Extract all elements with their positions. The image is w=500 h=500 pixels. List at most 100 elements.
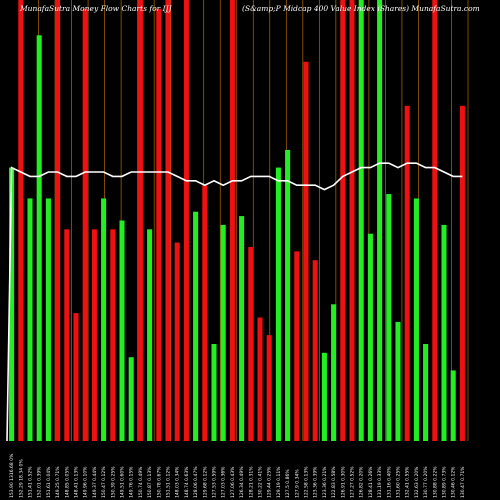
bar-15 [137,0,143,441]
bar-4 [36,35,42,441]
x-tick-label: 150.87 0.13% [147,466,153,498]
x-tick-label: 130.46 0.12% [451,466,457,498]
x-tick-label: 123.36 0.39% [313,466,319,498]
x-tick-label: 153.90 1316.68 0% [9,453,15,498]
chart-title-right: (S&amp;P Midcap 400 Value Index iShares)… [242,4,480,13]
chart-title-left: MunafaSutra Money Flow Charts for IJJ [19,4,173,13]
x-tick-label: 122.83 0.58% [331,466,337,498]
x-tick-label: 149.96 0.10% [83,466,89,498]
bar-6 [55,0,61,441]
x-tick-label: 129.44 0.25% [267,466,273,498]
x-tick-label: 149.37 0.44% [92,466,98,498]
bar-48 [441,224,447,441]
bar-11 [101,198,107,441]
bar-33 [303,61,309,442]
x-tick-label: 151.41 0.52% [28,466,34,498]
bar-46 [423,343,429,441]
bar-19 [174,242,180,441]
bar-37 [340,0,346,441]
x-tick-label: 150.74 0.49% [138,466,144,498]
bar-18 [165,0,171,441]
bar-16 [147,229,153,441]
bar-32 [294,251,300,441]
bars-group [9,0,465,442]
x-tick-label: 130.88 0.22% [432,466,438,498]
bar-45 [413,198,419,441]
x-tick-label: 148.74 0.63% [184,466,190,498]
x-tick-label: 128.06 0.47% [193,466,199,498]
x-tick-label: 129.68 0.12% [202,466,208,498]
bar-1 [9,167,15,441]
bar-29 [266,335,272,441]
bar-30 [275,167,281,441]
x-tick-label: 131.60 0.25% [396,466,402,498]
x-tick-label: 151.61 0.04% [46,466,52,498]
x-tick-label: 127.27 0.52% [350,466,356,498]
bar-25 [229,0,235,441]
x-tick-label: 151.51 0.12% [166,466,172,498]
bar-40 [367,233,373,441]
bar-5 [45,198,51,441]
bar-13 [119,220,125,441]
x-tick-label: 131.16 0.40% [386,466,392,498]
bar-38 [349,0,355,441]
bar-39 [358,0,364,441]
x-tick-label: 126.91 0.30% [340,466,346,498]
x-tick-labels: 153.90 1316.68 0% 152.29 18.34 0% 151.41 0… [9,453,466,498]
x-tick-label: 128.21 0.31% [248,466,254,498]
x-tick-label: 131.19 0.33% [377,466,383,498]
bar-42 [386,194,392,441]
bar-34 [312,260,318,441]
x-tick-label: 152.01 0.39% [37,466,43,498]
x-tick-label: 127.03 0.36% [221,466,227,498]
x-tick-label: 148.41 0.13% [74,466,80,498]
bar-35 [321,352,327,441]
x-tick-label: 123.36 0.21% [322,466,328,498]
bar-8 [73,313,79,441]
x-tick-label: 126.34 0.49% [239,466,245,498]
bar-10 [91,229,97,441]
x-tick-label: 132.41 0.55% [405,466,411,498]
x-tick-label: 127.5 0.86% [285,469,291,498]
x-tick-label: 130.89 0.73% [442,466,448,498]
bar-28 [257,317,263,441]
x-tick-label: 150.47 0.12% [101,466,107,498]
bar-31 [285,149,291,441]
bar-49 [450,370,456,441]
x-tick-label: 127.06 0.43% [230,466,236,498]
bar-14 [128,357,134,441]
x-tick-label: 148.85 0.05% [64,466,70,498]
bar-47 [432,0,438,441]
bar-20 [183,0,189,441]
x-tick-label: 128.41 0.26% [368,466,374,498]
x-tick-label: 129.19 0.11% [276,466,282,498]
bar-17 [156,8,162,441]
bar-7 [64,229,70,441]
bar-22 [202,185,208,441]
x-tick-label: 152.29 18.34 0% [18,459,24,498]
x-tick-label: 150.78 0.67% [156,466,162,498]
bar-3 [27,198,33,441]
x-tick-label: 126.82 0.20% [359,466,365,498]
bar-23 [211,343,217,441]
bar-44 [404,105,410,441]
x-tick-label: 130.22 0.41% [258,466,264,498]
bar-26 [239,216,245,441]
bar-21 [193,211,199,441]
bar-24 [220,224,226,441]
bar-41 [377,0,383,441]
bar-43 [395,321,401,441]
x-tick-label: 130.77 0.20% [423,466,429,498]
money-flow-line [6,162,463,442]
bar-12 [110,229,116,441]
x-tick-label: 149.25 0.71% [55,466,61,498]
bar-9 [82,8,88,441]
bar-50 [459,105,465,441]
x-tick-label: 127.53 0.59% [212,466,218,498]
x-tick-label: 122.58 0.13% [304,466,310,498]
x-tick-label: 150.39 0.25% [110,466,116,498]
bar-36 [331,304,337,441]
bar-2 [18,0,24,441]
x-tick-label: 127.9 0.34% [294,469,300,498]
